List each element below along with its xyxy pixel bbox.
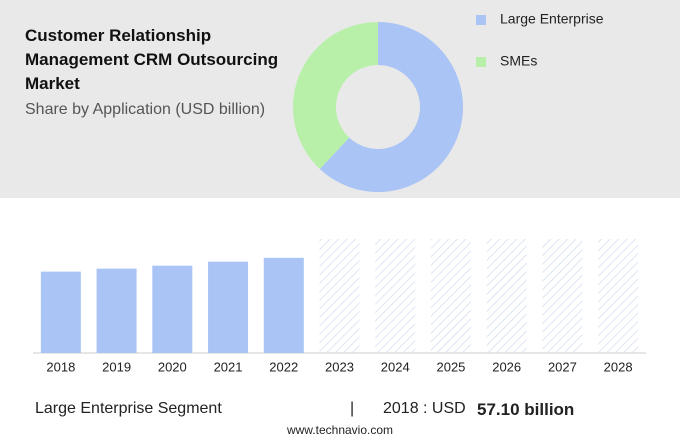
x-tick-label: 2022	[269, 359, 298, 374]
x-tick-label: 2020	[158, 359, 187, 374]
legend-swatch	[476, 57, 486, 67]
x-tick-label: 2024	[381, 359, 410, 374]
forecast-placeholder	[319, 239, 360, 353]
bar	[96, 268, 137, 353]
x-tick-label: 2027	[548, 359, 577, 374]
legend-swatch	[476, 15, 486, 25]
x-tick-label: 2018	[46, 359, 75, 374]
forecast-placeholder	[598, 239, 639, 353]
x-tick-label: 2021	[214, 359, 243, 374]
x-tick-label: 2028	[604, 359, 633, 374]
x-tick-label: 2019	[102, 359, 131, 374]
separator: |	[350, 400, 355, 417]
forecast-placeholder	[486, 239, 527, 353]
bar	[40, 271, 81, 353]
footer-value: 57.10 billion	[477, 400, 575, 419]
source: www.technavio.com	[286, 423, 394, 437]
x-tick-label: 2025	[436, 359, 465, 374]
footer-label: 2018 : USD	[383, 400, 466, 417]
x-tick-label: 2026	[492, 359, 521, 374]
forecast-placeholder	[430, 239, 471, 353]
legend-label: Large Enterprise	[500, 11, 604, 27]
donut-slice	[293, 22, 378, 169]
forecast-placeholder	[375, 239, 416, 353]
title: Customer Relationship Management CRM Out…	[25, 26, 279, 93]
x-tick-label: 2023	[325, 359, 354, 374]
bar	[152, 265, 193, 353]
donut-slice	[319, 22, 464, 192]
subtitle: Share by Application (USD billion)	[25, 101, 266, 118]
segment: Large Enterprise Segment	[35, 400, 222, 417]
bar	[208, 261, 249, 353]
legend-label: SMEs	[500, 53, 537, 69]
bar	[263, 257, 304, 353]
forecast-placeholder	[542, 239, 583, 353]
